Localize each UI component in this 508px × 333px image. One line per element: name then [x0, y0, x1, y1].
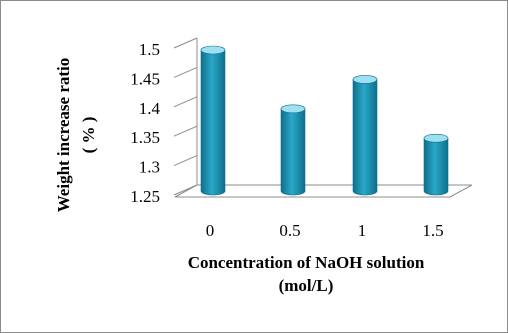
y-tick-mark	[173, 125, 198, 137]
x-tick-label: 0	[206, 221, 215, 240]
y-tick-label: 1.4	[139, 99, 161, 118]
y-tick-mark	[173, 184, 198, 196]
bar	[423, 133, 449, 196]
x-axis-label: Concentration of NaOH solution	[188, 253, 425, 272]
y-tick-mark	[173, 155, 198, 167]
y-tick-label: 1.5	[139, 40, 160, 59]
y-tick-mark	[173, 96, 198, 108]
x-tick-label: 1	[358, 221, 367, 240]
y-tick-label: 1.3	[139, 158, 160, 177]
y-tick-label: 1.35	[130, 128, 160, 147]
y-tick-label: 1.45	[130, 69, 160, 88]
x-tick-label: 0.5	[279, 221, 300, 240]
y-axis-unit-label: ( % )	[79, 117, 98, 154]
y-tick-mark	[173, 37, 198, 49]
y-tick-mark	[173, 66, 198, 78]
x-axis-unit-label: (mol/L)	[279, 276, 334, 295]
x-tick-label: 1.5	[422, 221, 443, 240]
chart-floor	[174, 184, 473, 198]
bar	[352, 75, 378, 196]
bar	[280, 104, 306, 196]
y-tick-label: 1.25	[130, 187, 160, 206]
bar	[200, 45, 226, 196]
y-axis-label: Weight increase ratio	[54, 58, 73, 213]
